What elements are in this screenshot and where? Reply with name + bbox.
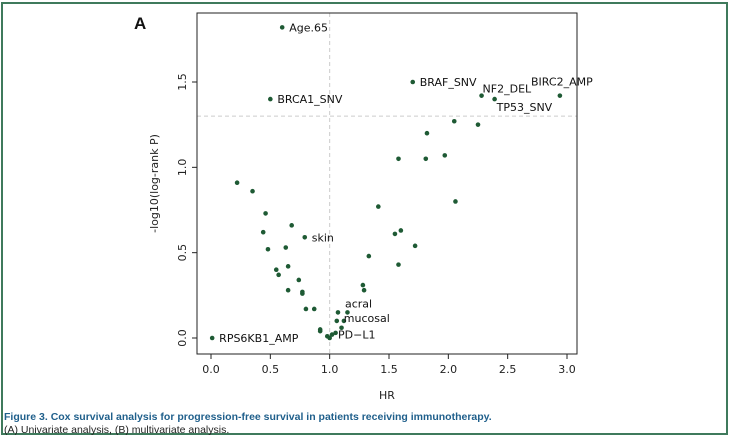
y-axis-title: -log10(log-rank P) (148, 134, 161, 233)
caption-title: Cox survival analysis for progression-fr… (50, 411, 492, 423)
data-point (250, 188, 255, 194)
data-point (396, 262, 401, 267)
data-point (311, 306, 317, 312)
data-point (361, 287, 367, 293)
data-point (289, 223, 294, 228)
data-point (376, 204, 381, 209)
caption-title-line: Figure 3. Cox survival analysis for prog… (4, 411, 724, 424)
data-point (285, 287, 291, 293)
data-points (234, 118, 481, 341)
data-point (398, 228, 404, 233)
data-point (360, 282, 366, 288)
point-label: BRAF_SNV (420, 76, 477, 89)
labeled-data-point (334, 318, 340, 324)
labeled-data-point (302, 235, 308, 240)
x-tick-label: 0.5 (262, 363, 280, 376)
figure-caption: Figure 3. Cox survival analysis for prog… (4, 411, 724, 437)
data-point (285, 264, 291, 269)
data-point (423, 156, 429, 162)
data-point (442, 153, 448, 158)
data-point (260, 229, 266, 235)
y-tick-label: 1.0 (176, 159, 189, 177)
data-point (341, 318, 347, 324)
y-tick-label: 0.5 (176, 244, 189, 262)
point-label: BRCA1_SNV (277, 93, 343, 106)
labeled-data-point (492, 96, 497, 102)
labeled-data-point (479, 93, 484, 98)
point-label: mucosal (344, 312, 390, 325)
data-point (263, 211, 268, 216)
labeled-data-point (335, 310, 341, 315)
data-point (333, 330, 338, 336)
x-axis-title: HR (379, 389, 395, 402)
point-label: NF2_DEL (483, 83, 532, 96)
data-point (317, 328, 323, 334)
data-point (300, 291, 305, 296)
data-point (283, 245, 289, 250)
x-tick-label: 3.0 (558, 363, 576, 376)
labeled-data-point (268, 96, 273, 102)
caption-figure-label: Figure 3. (4, 411, 48, 423)
panel-letter: A (134, 14, 146, 33)
point-label: RPS6KB1_AMP (219, 332, 299, 345)
data-point (392, 231, 398, 237)
reference-lines (197, 13, 577, 354)
figure-frame (1, 2, 728, 435)
x-tick-label: 0.0 (202, 363, 220, 376)
labeled-data-point (209, 335, 215, 341)
data-point (234, 180, 240, 185)
plot-area (196, 12, 578, 355)
data-point (303, 306, 309, 312)
labeled-data-point (279, 25, 285, 30)
x-tick-label: 2.0 (440, 363, 458, 376)
point-label: skin (312, 231, 334, 244)
x-axis: 0.0 0.5 1.0 1.5 2.0 2.5 3.0 (202, 354, 576, 376)
data-point (412, 243, 418, 249)
x-tick-label: 1.5 (380, 363, 398, 376)
y-axis: 0.0 0.5 1.0 1.5 (176, 73, 197, 347)
data-point (396, 156, 401, 162)
caption-subtitle: (A) Univariate analysis, (B) multivariat… (4, 424, 230, 436)
data-point (339, 325, 344, 331)
point-label: PD−L1 (338, 329, 375, 342)
data-point (451, 118, 457, 124)
y-tick-label: 1.5 (176, 73, 189, 91)
data-point (424, 130, 430, 136)
labeled-data-point (410, 79, 416, 85)
point-label: BIRC2_AMP (531, 76, 593, 89)
x-tick-label: 2.5 (499, 363, 517, 376)
labeled-data-point (557, 93, 563, 98)
data-point (453, 199, 458, 204)
data-point (265, 246, 271, 252)
data-point (273, 267, 279, 273)
data-point (345, 310, 350, 315)
point-label: TP53_SNV (496, 101, 553, 114)
data-point (475, 122, 481, 127)
labeled-data-point (329, 332, 335, 337)
y-tick-label: 0.0 (176, 329, 189, 347)
data-point (366, 253, 372, 259)
x-tick-label: 1.0 (321, 363, 339, 376)
data-point (296, 277, 302, 283)
point-label: Age.65 (289, 21, 328, 34)
data-point (327, 335, 332, 341)
data-point (276, 272, 281, 278)
point-label: acral (345, 297, 372, 310)
